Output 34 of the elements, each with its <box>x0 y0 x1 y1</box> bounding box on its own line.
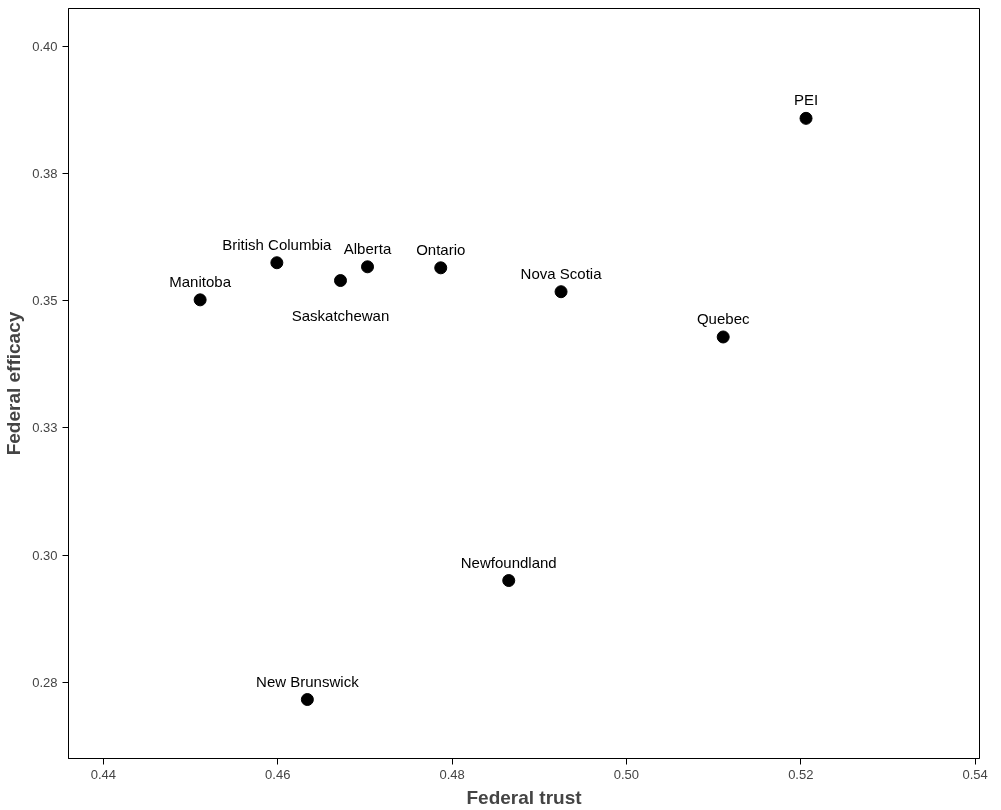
point <box>193 293 207 307</box>
point <box>554 285 568 299</box>
annotation: Saskatchewan <box>291 306 390 324</box>
y-tick-label: 0.35 <box>32 293 58 309</box>
annotation: British Columbia <box>222 235 333 253</box>
x-tick-label: 0.50 <box>613 766 640 782</box>
point <box>799 111 813 125</box>
annotation: Newfoundland <box>460 553 557 571</box>
point <box>333 274 347 288</box>
y-tick-label: 0.33 <box>32 420 58 436</box>
x-tick-label: 0.44 <box>90 766 117 782</box>
y-tick-label: 0.38 <box>32 166 58 182</box>
point <box>361 260 375 274</box>
point <box>502 574 516 588</box>
annotation: Ontario <box>416 240 466 258</box>
y-tick-label: 0.30 <box>32 547 58 563</box>
x-tick-label: 0.46 <box>265 766 291 782</box>
x-tick-label: 0.52 <box>788 766 814 782</box>
point <box>270 256 284 270</box>
annotation: New Brunswick <box>256 672 360 690</box>
point <box>434 261 448 275</box>
annotation: Nova Scotia <box>520 264 603 282</box>
point <box>300 693 314 707</box>
y-tick-label: 0.40 <box>32 39 58 55</box>
x-tick-label: 0.54 <box>962 766 988 782</box>
annotation: Manitoba <box>169 272 232 290</box>
annotation: Alberta <box>343 239 392 257</box>
point <box>716 330 730 344</box>
annotation: PEI <box>793 91 819 109</box>
x-axis-title: Federal trust <box>466 786 583 808</box>
y-tick-label: 0.28 <box>32 674 58 690</box>
x-tick-label: 0.48 <box>439 766 465 782</box>
annotation: Quebec <box>696 309 750 327</box>
y-axis-title: Federal efficacy <box>3 311 25 456</box>
